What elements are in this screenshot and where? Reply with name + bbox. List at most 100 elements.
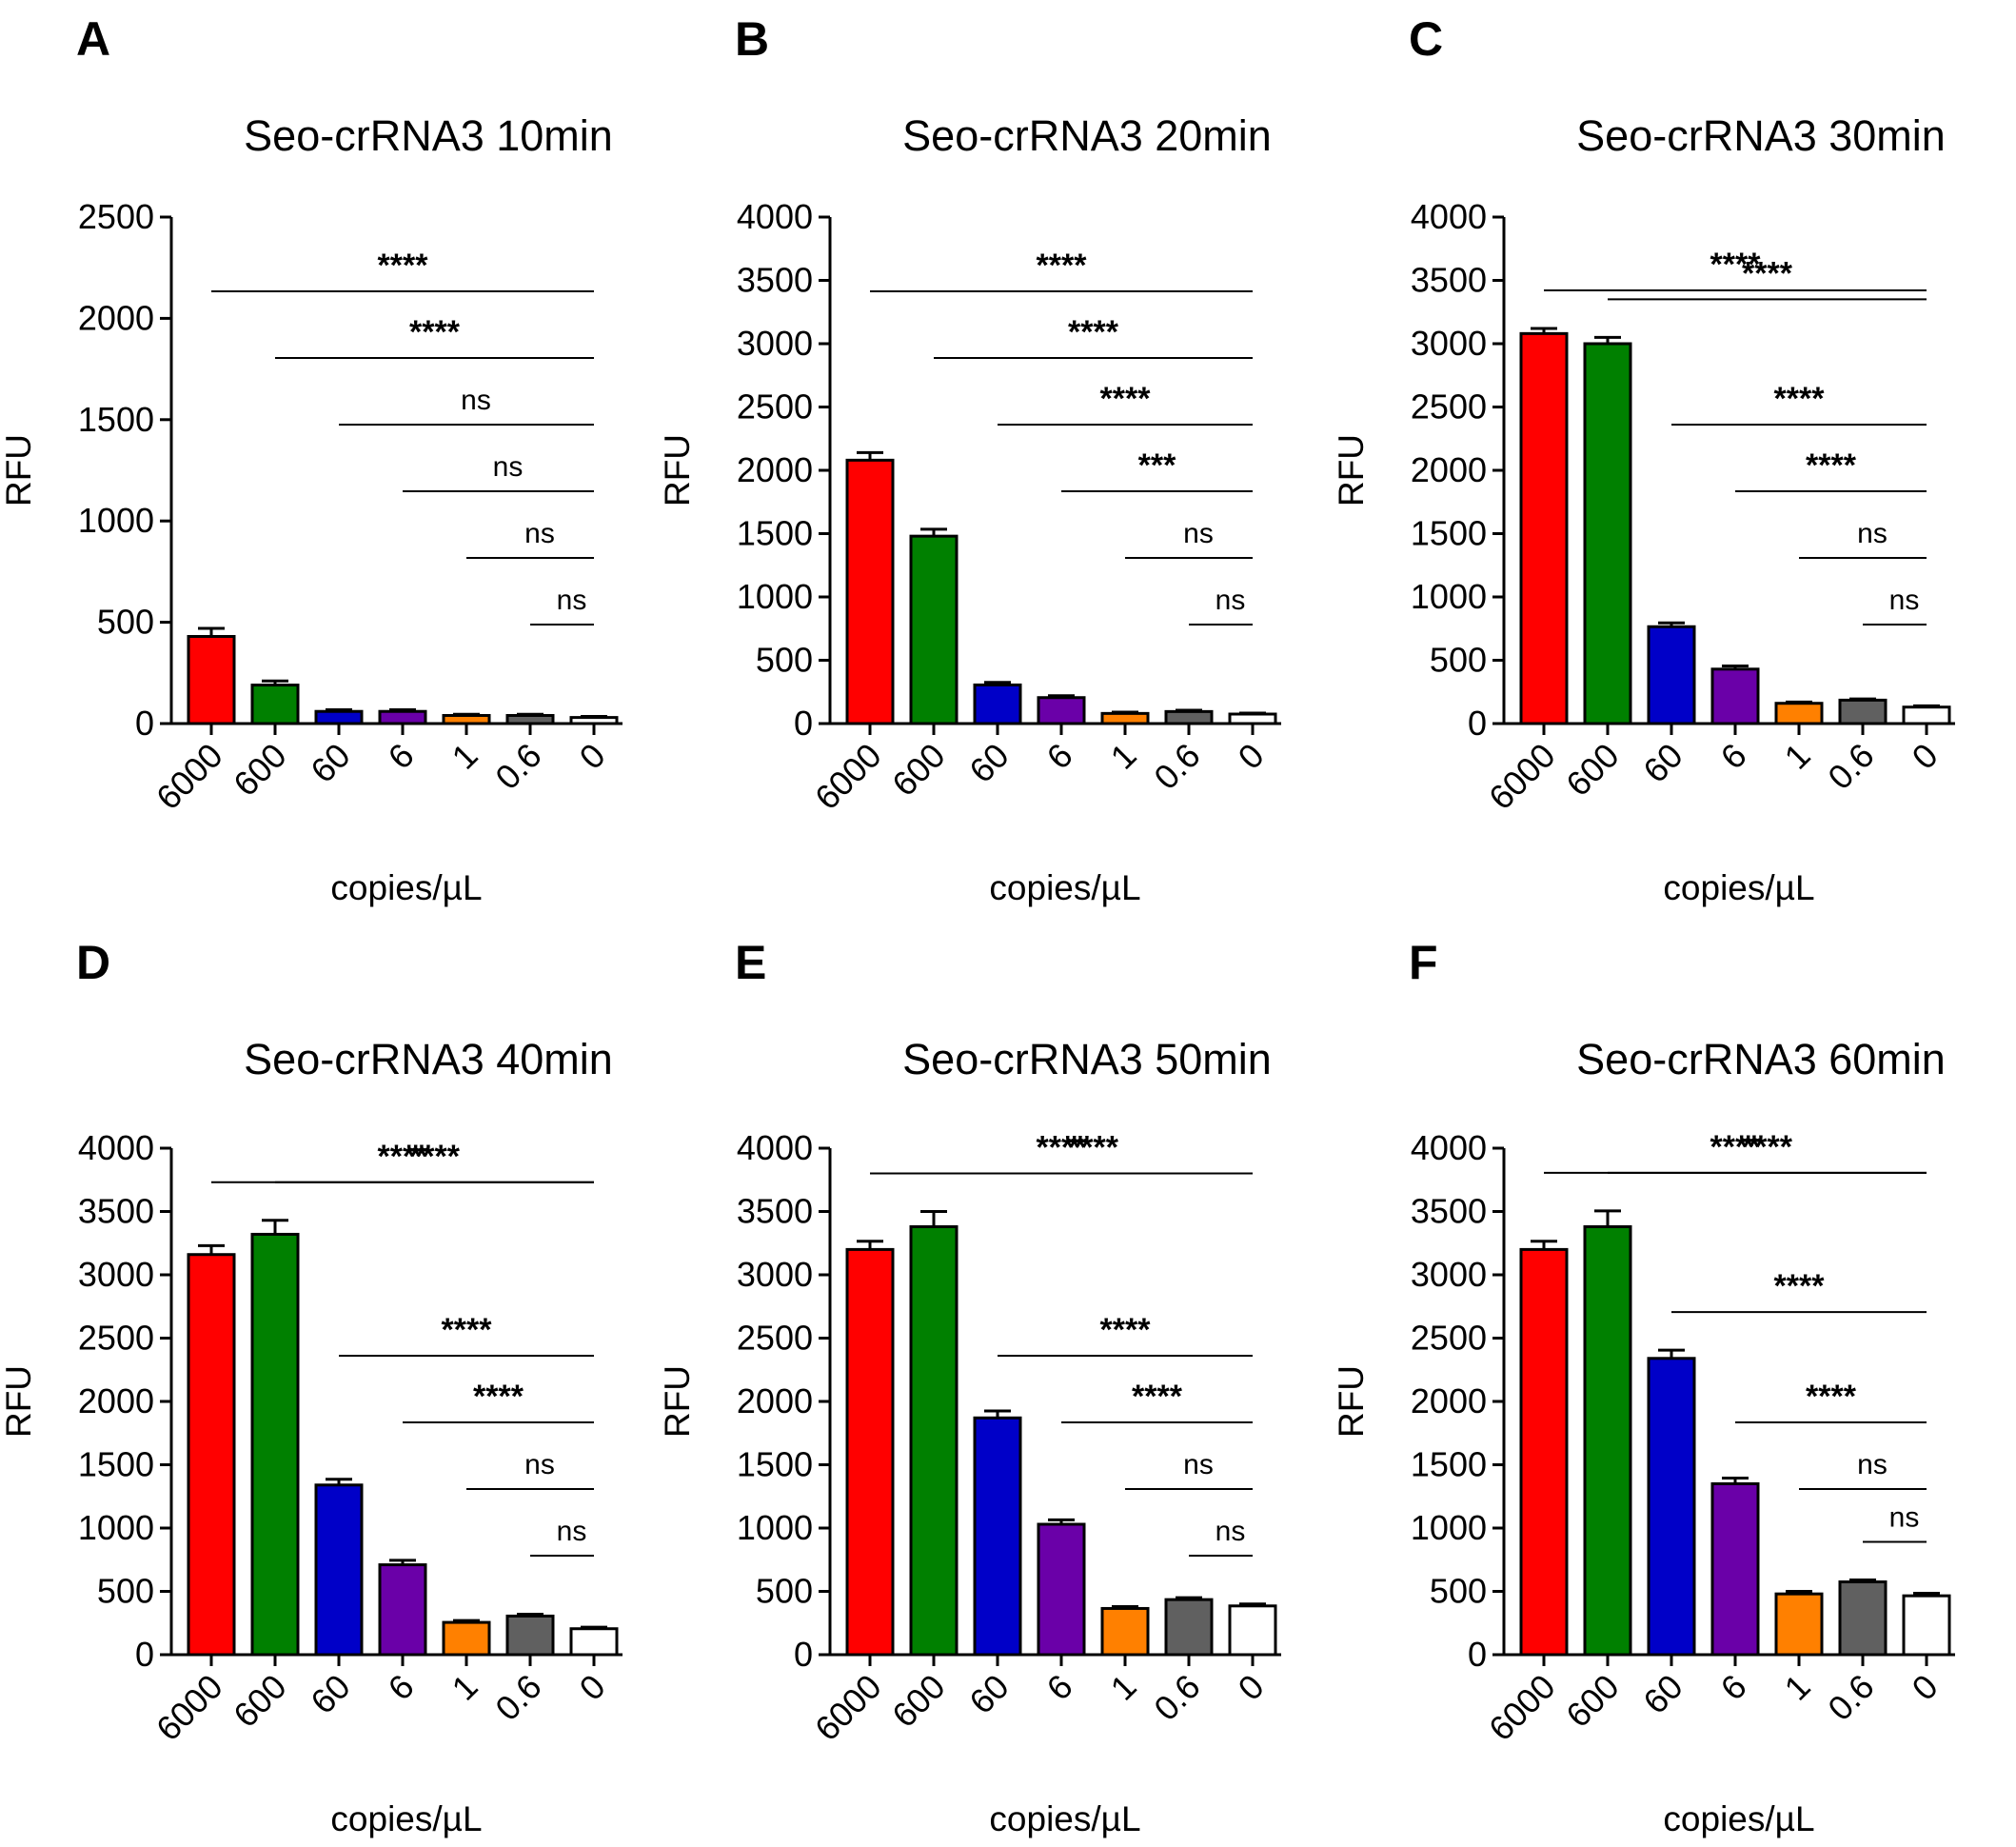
x-tick-label: 0.6 (1820, 736, 1881, 797)
panel-letter: D (76, 936, 110, 989)
y-tick-label: 1000 (737, 1508, 813, 1547)
x-tick-label: 0 (1905, 1667, 1946, 1708)
bar-6000 (845, 458, 895, 725)
x-tick-label: 0.6 (1146, 1667, 1207, 1728)
x-tick-label: 1 (445, 1667, 485, 1708)
chart-title: Seo-crRNA3 60min (1576, 1035, 1946, 1083)
x-tick-label: 6000 (148, 1667, 230, 1749)
y-tick-label: 4000 (78, 1128, 154, 1167)
x-tick-label: 0.6 (487, 1667, 548, 1728)
bar-600 (909, 1224, 959, 1657)
bar-0 (569, 1627, 619, 1657)
y-tick-label: 500 (756, 641, 813, 680)
y-tick-label: 2000 (78, 298, 154, 337)
significance-label: **** (1068, 314, 1119, 350)
bar-600 (1583, 1224, 1632, 1657)
bar-600 (909, 534, 959, 725)
significance-label: **** (378, 1139, 429, 1175)
y-tick-label: 1500 (737, 514, 813, 553)
panel-letter: B (735, 12, 769, 66)
y-axis-label: RFU (1332, 1365, 1371, 1438)
significance-label: ns (1216, 585, 1246, 616)
y-tick-label: 2500 (737, 1319, 813, 1358)
y-tick-label: 0 (1468, 1635, 1487, 1674)
y-tick-label: 500 (97, 603, 154, 642)
significance-label: **** (1132, 1379, 1183, 1415)
y-tick-label: 3500 (1411, 1192, 1487, 1231)
y-tick-label: 4000 (1411, 197, 1487, 236)
bar-600 (1583, 342, 1632, 725)
bar-600 (250, 1232, 300, 1657)
significance-label: ns (1183, 518, 1214, 549)
significance-label: **** (1742, 255, 1793, 291)
bar-1 (442, 713, 491, 725)
y-tick-label: 2500 (78, 1319, 154, 1358)
y-tick-label: 3500 (78, 1192, 154, 1231)
x-tick-label: 600 (1558, 736, 1626, 804)
bar-1 (1100, 711, 1150, 725)
x-tick-label: 1 (1777, 1667, 1818, 1708)
x-tick-label: 600 (1558, 1667, 1626, 1735)
y-tick-label: 1000 (78, 501, 154, 540)
chart-title: Seo-crRNA3 20min (902, 111, 1272, 160)
y-tick-label: 500 (1430, 641, 1487, 680)
x-tick-label: 600 (226, 736, 293, 804)
x-tick-label: 60 (1635, 1667, 1690, 1721)
y-tick-label: 1500 (78, 400, 154, 439)
bar-60 (1647, 625, 1696, 725)
y-tick-label: 0 (135, 704, 154, 743)
y-axis-label: RFU (0, 1365, 38, 1438)
bar-1 (1100, 1606, 1150, 1657)
chart-panel-f: F Seo-crRNA3 60min 0 500 1000 1500 2000 2500 300… (1332, 936, 1955, 1838)
significance-label: **** (1100, 1312, 1152, 1348)
bar-0.6 (1164, 709, 1214, 725)
significance-label: ns (1216, 1516, 1246, 1547)
x-tick-label: 6 (381, 736, 422, 777)
bar-6000 (1519, 1247, 1569, 1657)
panel-letter: E (735, 936, 766, 989)
bar-1 (442, 1620, 491, 1657)
y-axis-label: RFU (658, 1365, 697, 1438)
bar-0 (1902, 705, 1951, 725)
chart-title: Seo-crRNA3 50min (902, 1035, 1272, 1083)
y-tick-label: 0 (794, 1635, 813, 1674)
bar-0 (569, 716, 619, 725)
x-axis-label: copies/µL (989, 868, 1140, 907)
y-tick-label: 4000 (737, 197, 813, 236)
bar-60 (314, 709, 364, 725)
bar-0.6 (1838, 1580, 1888, 1657)
significance-label: ns (1857, 1449, 1888, 1480)
panel-letter: F (1409, 936, 1438, 989)
y-tick-label: 3000 (1411, 1255, 1487, 1294)
y-tick-label: 1000 (737, 577, 813, 616)
y-tick-label: 2000 (78, 1381, 154, 1420)
y-axis-label: RFU (658, 434, 697, 506)
y-tick-label: 0 (135, 1635, 154, 1674)
significance-label: ns (557, 1516, 587, 1547)
bar-600 (250, 684, 300, 725)
significance-label: **** (1037, 1130, 1088, 1166)
x-tick-label: 0.6 (1820, 1667, 1881, 1728)
y-tick-label: 1000 (1411, 1508, 1487, 1547)
y-tick-label: 2500 (1411, 1319, 1487, 1358)
significance-label: **** (409, 314, 461, 350)
x-axis-label: copies/µL (1663, 868, 1814, 907)
y-tick-label: 1500 (1411, 514, 1487, 553)
x-tick-label: 6 (1713, 1667, 1754, 1708)
significance-label: **** (1037, 248, 1088, 284)
x-tick-label: 6000 (148, 736, 230, 818)
x-tick-label: 6 (381, 1667, 422, 1708)
x-tick-label: 0.6 (1146, 736, 1207, 797)
x-tick-label: 1 (445, 736, 485, 777)
significance-label: *** (1138, 447, 1176, 484)
bar-6 (378, 1563, 427, 1657)
x-axis-label: copies/µL (1663, 1799, 1814, 1838)
x-tick-label: 0 (1231, 736, 1272, 777)
y-tick-label: 2500 (737, 387, 813, 427)
significance-label: **** (378, 248, 429, 284)
y-tick-label: 3000 (78, 1255, 154, 1294)
x-tick-label: 1 (1103, 736, 1144, 777)
significance-label: **** (1774, 1268, 1826, 1304)
bar-6 (1037, 1522, 1086, 1657)
